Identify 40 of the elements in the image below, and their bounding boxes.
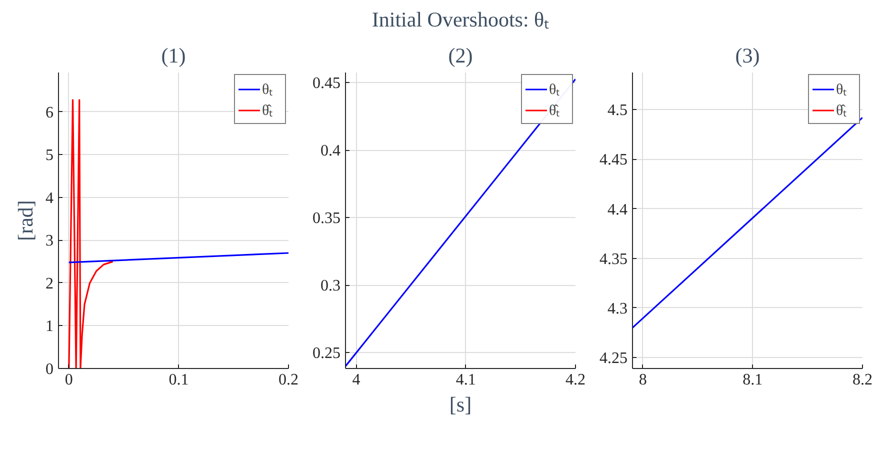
y-tick-label: 1: [46, 318, 54, 336]
x-tick-label: 4.1: [456, 372, 476, 388]
x-axis-title: [s]: [449, 392, 472, 416]
y-tick-label: 4.25: [600, 350, 628, 367]
x-tick-label: 8: [638, 372, 647, 388]
legend-label: θ̂ₜ: [549, 102, 562, 120]
y-tick-label: 3: [46, 232, 54, 250]
x-tick-label: 0: [64, 372, 73, 388]
legend-label: θ̂ₜ: [836, 102, 848, 120]
y-tick-label: 0.35: [312, 210, 340, 228]
y-tick-label: 0: [46, 361, 54, 378]
y-tick-label: 4.5: [608, 102, 628, 120]
y-tick-label: 4.35: [600, 250, 628, 268]
line-series: [68, 99, 114, 368]
chart-title: Initial Overshoots: θₜ: [372, 8, 550, 32]
legend-label: θ̂ₜ: [262, 102, 274, 120]
y-tick-label: 0.3: [320, 278, 340, 295]
legend-label: θₜ: [549, 81, 562, 99]
x-tick-label: 0.2: [278, 372, 298, 388]
chart-subtitle: (2): [448, 44, 473, 68]
y-tick-label: 0.4: [320, 142, 340, 160]
y-tick-label: 6: [46, 104, 54, 122]
y-axis-title: [rad]: [14, 200, 38, 241]
y-tick-label: 4.3: [608, 300, 628, 318]
legend-label: θₜ: [262, 81, 274, 99]
x-tick-label: 4.2: [566, 372, 586, 388]
x-tick-label: 4: [352, 372, 360, 388]
y-tick-label: 4.45: [600, 152, 628, 169]
y-tick-label: 0.45: [312, 74, 340, 92]
legend-label: θₜ: [836, 81, 848, 99]
x-tick-label: 0.1: [168, 372, 189, 388]
y-tick-label: 2: [46, 275, 54, 292]
chart-subtitle: (3): [735, 44, 760, 68]
y-tick-label: 4: [46, 190, 54, 207]
chart-subtitle: (1): [161, 44, 186, 68]
y-tick-label: 5: [46, 147, 54, 164]
y-tick-label: 0.25: [312, 345, 340, 362]
x-tick-label: 8.1: [742, 372, 763, 388]
y-tick-label: 4.4: [608, 201, 628, 218]
x-tick-label: 8.2: [852, 372, 872, 388]
